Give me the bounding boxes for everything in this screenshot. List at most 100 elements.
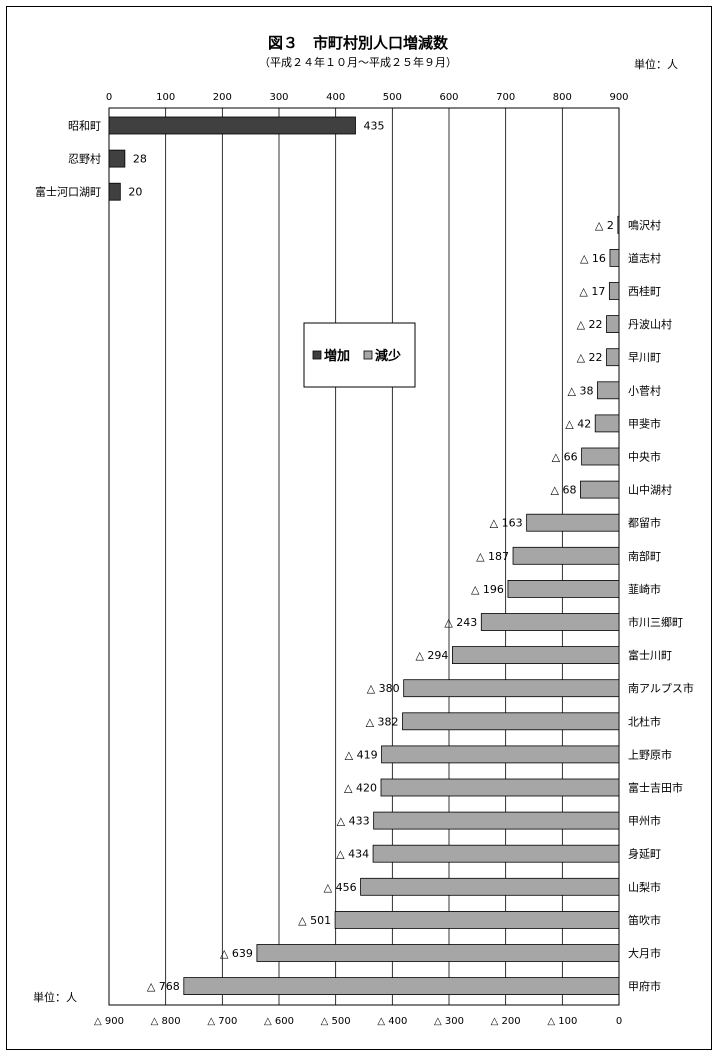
- category-label: 西桂町: [628, 284, 661, 298]
- data-label: △ 501: [298, 914, 331, 927]
- data-label: △ 243: [444, 616, 477, 629]
- category-label: 甲州市: [628, 814, 661, 828]
- legend-increase-label: 増加: [324, 348, 350, 364]
- bar-decrease: [617, 215, 620, 234]
- bar-decrease: [507, 580, 620, 598]
- bar-decrease: [381, 745, 620, 764]
- bottom-tick-label: △ 100: [547, 1016, 577, 1027]
- data-label: △ 196: [471, 583, 504, 596]
- category-label: 南アルプス市: [628, 681, 694, 695]
- bar-decrease: [606, 348, 620, 367]
- data-label: △ 66: [552, 451, 578, 464]
- bar-increase: [108, 182, 121, 201]
- category-label: 大月市: [628, 946, 661, 960]
- data-label: △ 382: [366, 715, 399, 728]
- category-label: 富士川町: [628, 648, 672, 662]
- bar-decrease: [526, 513, 620, 532]
- category-label: 早川町: [628, 351, 661, 364]
- category-label: 富士河口湖町: [35, 185, 101, 199]
- bottom-tick-label: △ 500: [321, 1016, 351, 1027]
- data-label: △ 768: [147, 980, 180, 993]
- top-tick-label: 400: [326, 92, 345, 103]
- bar-increase: [108, 116, 356, 135]
- bar-decrease: [451, 646, 620, 664]
- data-label: △ 419: [345, 748, 378, 761]
- top-tick-label: 700: [496, 92, 515, 103]
- bottom-tick-label: △ 600: [264, 1016, 294, 1027]
- data-label: △ 433: [337, 815, 370, 828]
- top-tick-label: 300: [269, 92, 288, 103]
- top-tick-label: 800: [553, 92, 572, 103]
- category-label: 南部町: [628, 549, 661, 563]
- data-label: △ 17: [579, 285, 605, 298]
- bar-decrease: [608, 282, 620, 300]
- data-label: 20: [128, 186, 142, 199]
- legend: 増加 減少: [303, 322, 416, 388]
- category-label: 笛吹市: [628, 913, 661, 927]
- bars: 昭和町 435 忍野村 28 富士河口湖町 20 鳴沢村 △ 2 道志村 △ 16 西桂町 △ 17 丹…: [35, 116, 694, 995]
- bar-decrease: [256, 944, 620, 962]
- bar-decrease: [402, 712, 620, 731]
- legend-swatch-decrease: [363, 350, 373, 360]
- category-label: 甲府市: [628, 979, 661, 993]
- bar-decrease: [480, 613, 620, 631]
- data-label: △ 38: [568, 384, 594, 397]
- category-label: 身延町: [628, 847, 661, 861]
- bottom-tick-label: △ 200: [491, 1016, 521, 1027]
- category-label: 鳴沢村: [628, 218, 661, 232]
- bar-increase: [108, 149, 126, 168]
- legend-swatch-increase: [312, 350, 322, 360]
- bar-decrease: [581, 447, 620, 466]
- category-label: 昭和町: [68, 120, 101, 133]
- top-tick-label: 0: [106, 92, 112, 103]
- bar-decrease: [373, 811, 620, 830]
- unit-label-top: 単位：人: [634, 57, 678, 71]
- data-label: △ 22: [577, 318, 603, 331]
- data-label: △ 294: [415, 649, 448, 662]
- bar-decrease: [594, 414, 620, 433]
- top-axis-ticks: 0 100 200 300 400 500 600 700 800 900: [106, 92, 629, 103]
- data-label: △ 42: [565, 417, 591, 430]
- data-label: △ 639: [220, 947, 253, 960]
- bar-decrease: [580, 480, 620, 499]
- category-label: 韮崎市: [628, 582, 661, 596]
- data-label: △ 68: [551, 484, 577, 497]
- data-label: △ 16: [580, 252, 606, 265]
- category-label: 山中湖村: [628, 483, 672, 497]
- top-tick-label: 200: [213, 92, 232, 103]
- bar-decrease: [597, 381, 620, 400]
- bottom-tick-label: △ 300: [434, 1016, 464, 1027]
- data-label: △ 420: [344, 782, 377, 795]
- category-label: 忍野村: [68, 152, 101, 166]
- chart-subtitle: （平成２４年１０月～平成２５年９月）: [259, 55, 457, 69]
- bar-decrease: [609, 248, 620, 267]
- bottom-tick-label: △ 700: [207, 1016, 237, 1027]
- category-label: 市川三郷町: [628, 615, 683, 629]
- data-label: △ 163: [490, 517, 523, 530]
- data-label: △ 380: [367, 682, 400, 695]
- data-label: △ 456: [324, 881, 357, 894]
- bar-decrease: [183, 977, 620, 995]
- chart-title: 図３ 市町村別人口増減数: [268, 34, 449, 52]
- category-label: 道志村: [628, 251, 661, 265]
- data-label: 28: [133, 153, 147, 166]
- bar-decrease: [403, 679, 620, 698]
- data-label: △ 187: [476, 550, 509, 563]
- legend-decrease-label: 減少: [375, 348, 401, 364]
- category-label: 小菅村: [628, 383, 661, 397]
- data-label: 435: [364, 120, 385, 133]
- bar-decrease: [372, 844, 620, 863]
- bar-decrease: [360, 877, 620, 896]
- top-tick-label: 100: [156, 92, 175, 103]
- bar-decrease: [606, 315, 620, 334]
- category-label: 北杜市: [628, 714, 661, 728]
- category-label: 中央市: [628, 450, 661, 464]
- bar-decrease: [512, 546, 620, 565]
- top-tick-label: 600: [439, 92, 458, 103]
- category-label: 丹波山村: [628, 317, 672, 331]
- top-tick-label: 500: [383, 92, 402, 103]
- chart-frame: [6, 6, 712, 1050]
- bottom-tick-label: △ 900: [94, 1016, 124, 1027]
- category-label: 山梨市: [628, 880, 661, 894]
